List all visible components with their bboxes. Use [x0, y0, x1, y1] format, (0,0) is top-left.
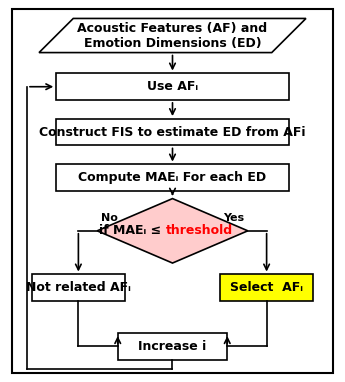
- Text: if MAEᵢ ≤: if MAEᵢ ≤: [99, 224, 166, 237]
- Text: Increase i: Increase i: [138, 340, 207, 353]
- Text: Select  AFᵢ: Select AFᵢ: [230, 281, 303, 294]
- Polygon shape: [39, 18, 306, 53]
- FancyBboxPatch shape: [56, 165, 289, 191]
- FancyBboxPatch shape: [220, 274, 313, 301]
- FancyBboxPatch shape: [56, 119, 289, 146]
- Text: Use AFᵢ: Use AFᵢ: [147, 80, 198, 93]
- Text: Yes: Yes: [223, 213, 244, 223]
- FancyBboxPatch shape: [118, 333, 227, 360]
- FancyBboxPatch shape: [56, 73, 289, 100]
- Text: Construct FIS to estimate ED from AFi: Construct FIS to estimate ED from AFi: [39, 126, 306, 139]
- Text: threshold: threshold: [166, 224, 233, 237]
- Polygon shape: [97, 199, 248, 263]
- FancyBboxPatch shape: [12, 9, 333, 373]
- FancyBboxPatch shape: [32, 274, 125, 301]
- Text: Acoustic Features (AF) and
Emotion Dimensions (ED): Acoustic Features (AF) and Emotion Dimen…: [77, 21, 268, 50]
- Text: Not related AFᵢ: Not related AFᵢ: [26, 281, 131, 294]
- Text: No: No: [101, 213, 118, 223]
- Text: Compute MAEᵢ For each ED: Compute MAEᵢ For each ED: [78, 171, 267, 184]
